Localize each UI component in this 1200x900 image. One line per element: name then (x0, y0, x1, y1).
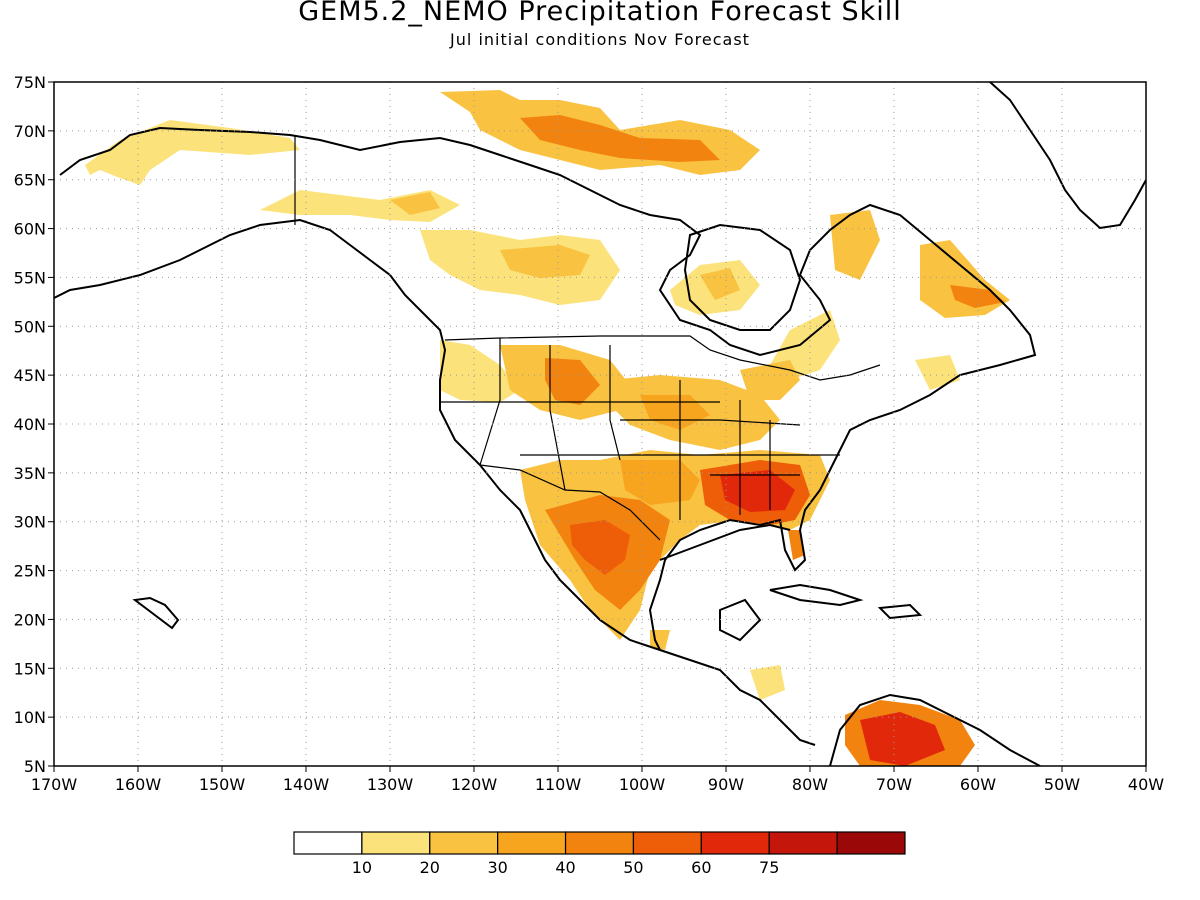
lat-tick-label: 45N (14, 366, 46, 385)
border-states-10 (620, 419, 801, 426)
lon-tick-label: 130W (367, 775, 414, 794)
shade-montana-core (545, 358, 600, 405)
border-us-canada (444, 335, 881, 381)
shade-labrador (920, 240, 1010, 318)
coast-hudson-bay (683, 223, 802, 331)
shade-yukon-inner (390, 192, 440, 215)
coastlines (54, 82, 1146, 766)
coast-cuba (769, 583, 864, 607)
colorbar-label: 20 (420, 858, 440, 877)
shade-central-america (750, 665, 785, 700)
shade-great-lakes (740, 360, 800, 400)
colorbar-label: 10 (352, 858, 372, 877)
shade-nova-scotia (915, 355, 960, 390)
lat-tick-label: 40N (14, 415, 46, 434)
colorbar-swatch (429, 831, 499, 855)
lat-tick-label: 70N (14, 122, 46, 141)
political-borders (294, 135, 881, 541)
border-us-mexico (479, 464, 661, 541)
coast-yucatan (719, 598, 762, 642)
graticule (54, 82, 1146, 766)
coast-greenland (989, 82, 1146, 230)
colorbar-label: 30 (487, 858, 507, 877)
lat-tick-label: 35N (14, 464, 46, 483)
lon-tick-label: 110W (535, 775, 582, 794)
colorbar-swatch (768, 831, 838, 855)
shade-arctic-core (520, 115, 720, 162)
coast-alaska (54, 218, 816, 746)
lon-tick-label: 150W (199, 775, 246, 794)
lon-tick-label: 140W (283, 775, 330, 794)
shade-sask (500, 245, 590, 278)
coast-gulf (659, 523, 791, 561)
colorbar-swatch (700, 831, 770, 855)
colorbar-label: 75 (759, 858, 779, 877)
lon-tick-label: 80W (792, 775, 828, 794)
lat-tick-label: 50N (14, 317, 46, 336)
lon-tick-label: 120W (451, 775, 498, 794)
shade-ungava (830, 210, 880, 280)
lat-tick-label: 10N (14, 708, 46, 727)
colorbar-label: 60 (691, 858, 711, 877)
lon-tick-label: 100W (619, 775, 666, 794)
coast-hawaii (132, 596, 180, 630)
coast-alaska-north (59, 126, 1037, 651)
lon-tick-label: 160W (115, 775, 162, 794)
lon-tick-label: 60W (960, 775, 996, 794)
axis-ticks: 170W 160W 150W 140W 130W 120W 110W 100W 90W 80W 70… (14, 73, 1165, 794)
lat-tick-label: 20N (14, 610, 46, 629)
shade-hudson-inner (700, 268, 740, 300)
lon-tick-label: 40W (1128, 775, 1164, 794)
border-states-2 (549, 345, 566, 491)
shade-labrador-core (950, 285, 1005, 308)
lat-tick-label: 15N (14, 659, 46, 678)
lat-tick-label: 55N (14, 268, 46, 287)
lon-tick-label: 70W (876, 775, 912, 794)
colorbar-label: 50 (623, 858, 643, 877)
colorbar-swatch (293, 831, 363, 855)
colorbar-label: 40 (555, 858, 575, 877)
shade-sa-core (860, 712, 945, 766)
chart-title: GEM5.2_NEMO Precipitation Forecast Skill (298, 0, 902, 27)
lon-tick-label: 50W (1044, 775, 1080, 794)
lat-tick-label: 60N (14, 220, 46, 239)
colorbar-swatch (836, 831, 906, 855)
colorbar: 10 20 30 40 50 60 75 (293, 831, 906, 877)
shade-midwest-core (640, 395, 710, 430)
skill-shading (85, 90, 1010, 766)
coast-hispaniola (877, 603, 923, 620)
colorbar-swatch (564, 831, 635, 855)
colorbar-swatch (361, 831, 431, 855)
chart-subtitle: Jul initial conditions Nov Forecast (450, 30, 750, 49)
shade-alaska-north (85, 120, 300, 185)
lat-tick-label: 75N (14, 73, 46, 92)
lat-tick-label: 25N (14, 562, 46, 581)
border-states-3 (609, 345, 621, 461)
colorbar-swatch (632, 831, 702, 855)
lon-tick-label: 90W (708, 775, 744, 794)
border-states-1 (479, 338, 501, 466)
shade-texas-core (570, 520, 630, 575)
lat-tick-label: 30N (14, 513, 46, 532)
lat-tick-label: 65N (14, 171, 46, 190)
lat-tick-label: 5N (24, 757, 46, 776)
colorbar-swatch (497, 831, 567, 855)
shade-southeast-core (720, 470, 795, 512)
lon-tick-label: 170W (31, 775, 78, 794)
coast-south-america (829, 693, 1041, 766)
